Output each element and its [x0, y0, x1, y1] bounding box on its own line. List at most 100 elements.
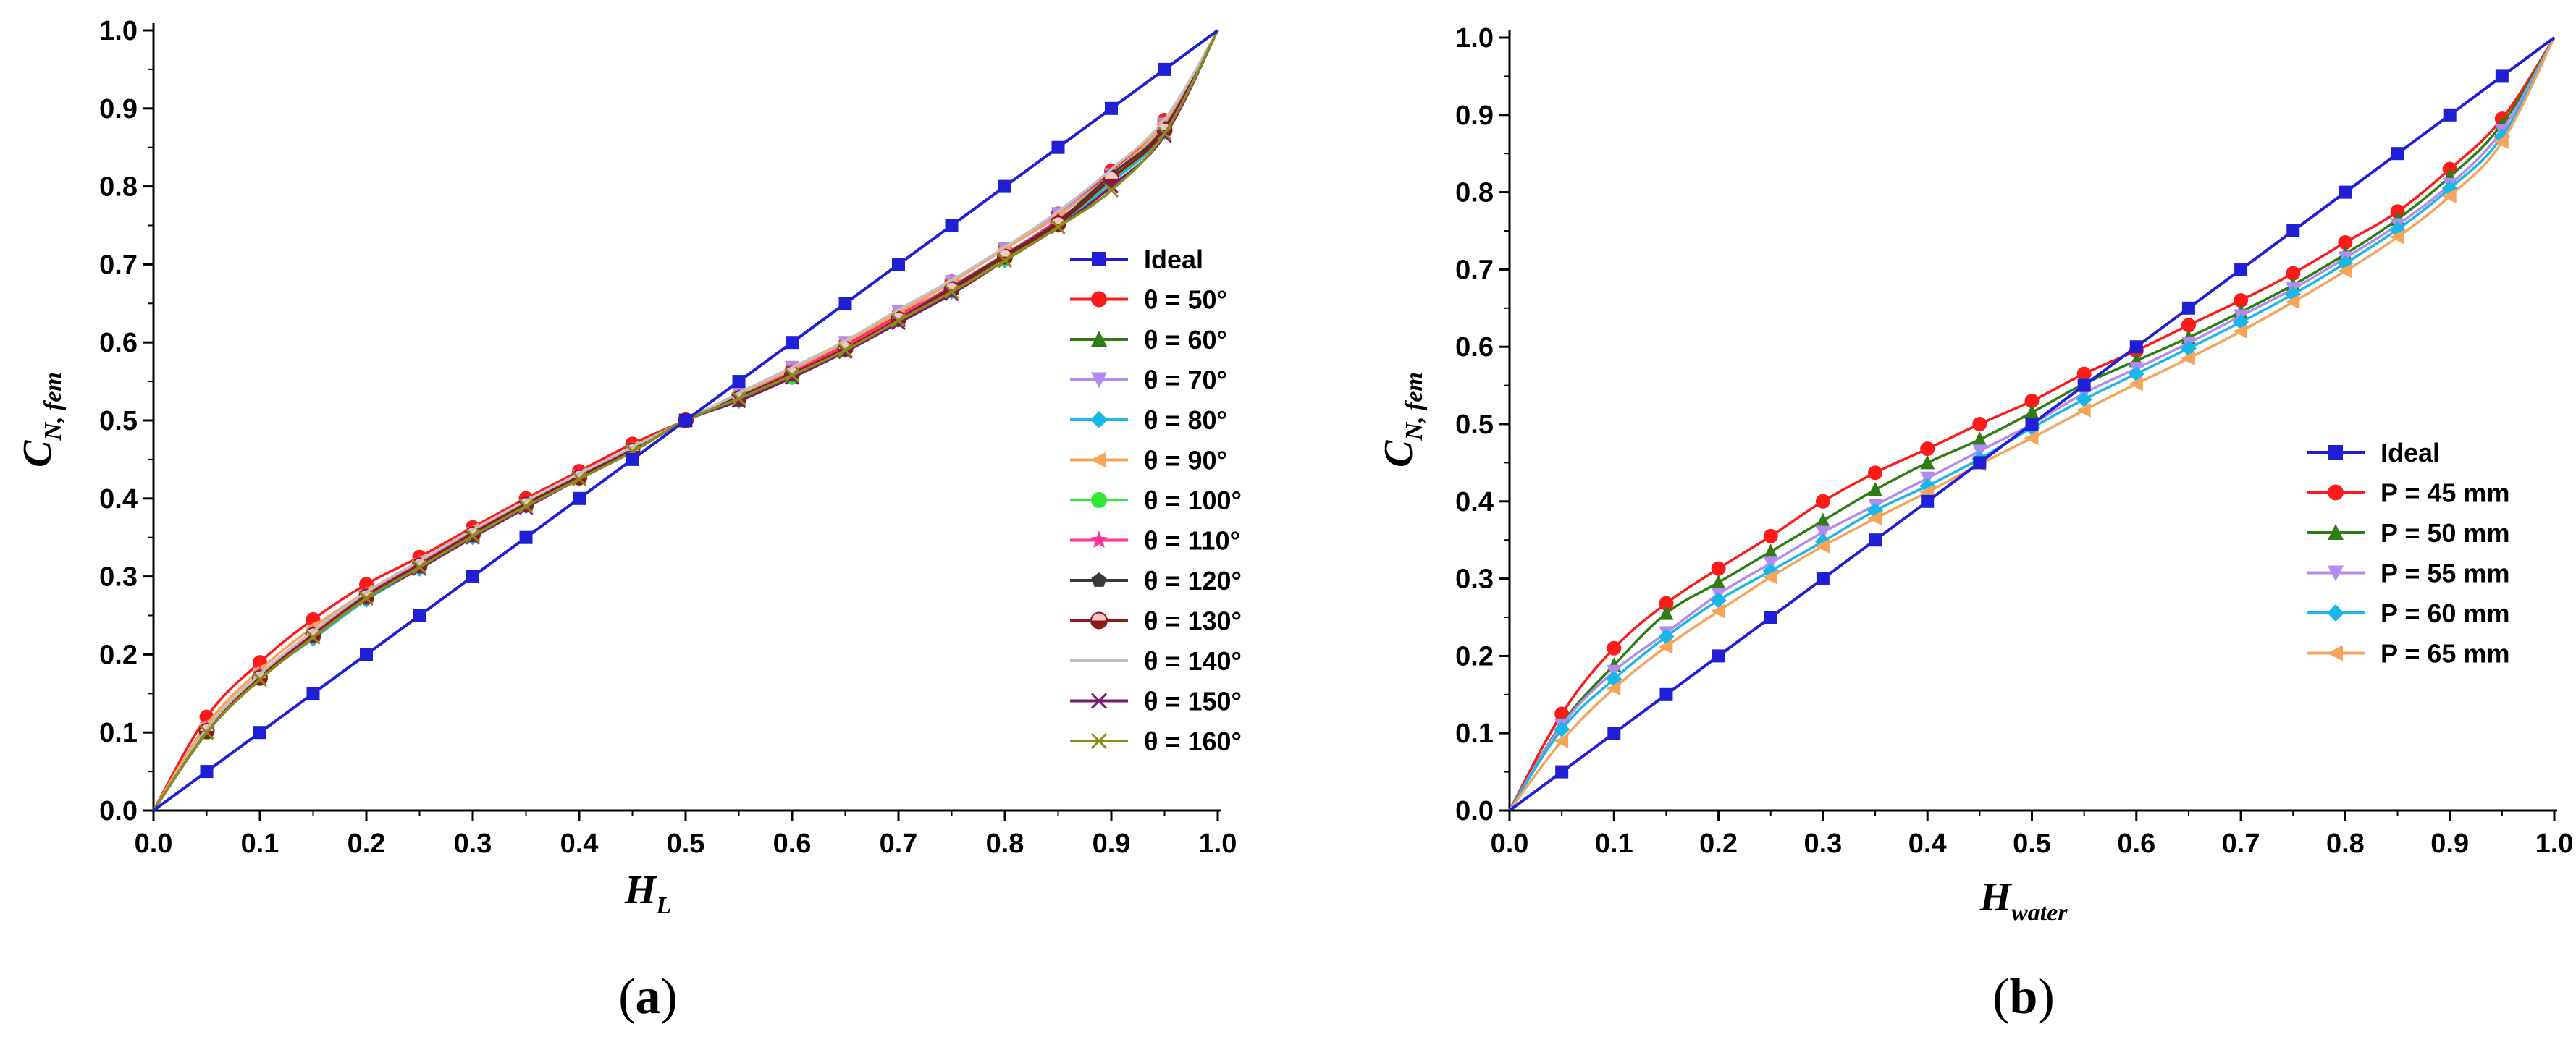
series-Ideal — [1508, 36, 2556, 812]
y-tick-label: 0.4 — [1455, 487, 1494, 517]
x-axis-title-main: H — [1979, 875, 2012, 920]
legend-marker — [1091, 372, 1107, 389]
x-tick-label: 0.8 — [2326, 829, 2365, 859]
y-axis-title: CN, fem — [15, 372, 67, 467]
data-point — [2181, 318, 2196, 333]
x-tick-label: 0.1 — [1595, 829, 1633, 859]
legend-label: P = 60 mm — [2381, 598, 2509, 628]
x-tick-label: 1.0 — [1199, 829, 1237, 859]
legend-marker — [1092, 252, 1106, 266]
x-axis-title-sub: L — [655, 892, 671, 919]
data-point — [1607, 727, 1621, 740]
x-tick-label: 0.3 — [454, 829, 492, 859]
legend-marker — [1090, 611, 1108, 630]
series-P65 — [1508, 37, 2556, 812]
data-point — [838, 342, 853, 358]
data-point — [1658, 628, 1675, 645]
legend-marker — [2328, 565, 2344, 582]
legend-label: θ = 150° — [1144, 687, 1242, 716]
legend-marker — [1091, 331, 1107, 347]
x-tick-label: 0.0 — [1491, 829, 1529, 859]
x-tick-label: 0.7 — [2222, 829, 2260, 859]
y-tick-label: 0.2 — [99, 640, 138, 670]
data-point — [2076, 402, 2091, 418]
legend-label: P = 65 mm — [2381, 639, 2509, 669]
x-axis-title-sub: water — [2011, 900, 2068, 926]
y-tick-label: 0.8 — [1455, 178, 1494, 208]
y-axis-title-sub: N, fem — [40, 372, 67, 441]
y-tick-label: 0.4 — [99, 484, 138, 515]
data-point — [199, 725, 214, 740]
data-point — [2024, 404, 2040, 419]
series-Ideal — [152, 29, 1219, 812]
data-point — [1658, 639, 1673, 654]
y-tick-label: 0.8 — [99, 172, 138, 203]
data-point — [1103, 182, 1119, 198]
legend-label: θ = 120° — [1144, 566, 1242, 596]
data-point — [2180, 340, 2197, 357]
y-tick-label: 0.7 — [1455, 255, 1494, 285]
data-point — [2234, 263, 2248, 276]
data-point — [306, 687, 320, 700]
y-tick-label: 0.6 — [99, 328, 138, 358]
x-tick-label: 0.3 — [1803, 829, 1842, 859]
panel-label-close: ) — [661, 969, 678, 1025]
y-tick-label: 0.2 — [1455, 641, 1494, 672]
data-point — [1051, 140, 1065, 154]
y-tick-label: 0.5 — [1455, 410, 1494, 440]
data-point — [2025, 418, 2039, 431]
x-tick-label: 0.2 — [1699, 829, 1738, 859]
data-point — [200, 765, 214, 779]
y-tick-label: 0.3 — [99, 562, 138, 593]
panel-b: 0.0 0.1 0.2 0.3 0.4 0.5 0.6 0.7 0.8 0.9 1.0 0.0 0.1 0… — [1376, 23, 2573, 1025]
data-point — [2024, 393, 2040, 408]
legend-label: θ = 140° — [1144, 646, 1242, 676]
x-tick-label: 1.0 — [2535, 829, 2574, 859]
data-point — [1555, 765, 1569, 779]
legend-marker — [1090, 530, 1108, 548]
data-point — [1051, 219, 1066, 234]
legend-label: P = 50 mm — [2381, 518, 2509, 548]
data-point — [626, 452, 639, 466]
legend: Ideal P = 45 mm P = 50 mm P = 55 mm P = 60 m… — [2307, 438, 2509, 669]
data-point — [2076, 366, 2092, 381]
y-tick-label: 0.3 — [1455, 564, 1494, 595]
data-point — [1711, 574, 1726, 589]
x-axis-title: Hwater — [1979, 875, 2068, 926]
data-point — [2493, 135, 2509, 150]
legend-label: Ideal — [2381, 438, 2440, 467]
data-point — [1763, 528, 1778, 543]
data-point — [413, 609, 426, 622]
x-tick-label: 0.8 — [986, 829, 1024, 859]
x-tick-label: 0.7 — [880, 829, 918, 859]
x-tick-label: 0.5 — [2013, 829, 2051, 859]
y-axis-title: CN, fem — [1376, 372, 1428, 467]
x-tick-label: 0.6 — [773, 829, 812, 859]
data-point — [1920, 441, 1935, 457]
legend: Ideal θ = 50° θ = 60° θ = 70° θ = 80° θ = 90°… — [1070, 245, 1242, 756]
data-point — [1554, 733, 1569, 748]
legend-marker — [2328, 484, 2344, 501]
data-point — [1869, 533, 1882, 547]
data-point — [412, 559, 427, 575]
data-point — [253, 726, 266, 740]
data-point — [2389, 229, 2404, 245]
data-point — [2495, 69, 2509, 83]
data-point — [2129, 340, 2143, 354]
data-point — [2441, 188, 2457, 203]
data-point — [2443, 108, 2457, 122]
legend-label: θ = 90° — [1144, 446, 1227, 475]
y-tick-label: 1.0 — [99, 16, 138, 46]
data-point — [2285, 295, 2300, 310]
data-point — [2181, 301, 2195, 315]
legend-marker — [2328, 445, 2343, 460]
data-point — [1921, 494, 1935, 508]
legend-marker-inner — [1091, 620, 1107, 629]
x-tick-label: 0.0 — [135, 829, 173, 859]
panel-label-open: ( — [1992, 969, 2009, 1025]
data-point — [679, 414, 692, 427]
y-tick-label: 0.0 — [1455, 796, 1494, 826]
data-point — [358, 591, 374, 606]
data-point — [2076, 391, 2092, 407]
data-point — [1868, 481, 1883, 496]
